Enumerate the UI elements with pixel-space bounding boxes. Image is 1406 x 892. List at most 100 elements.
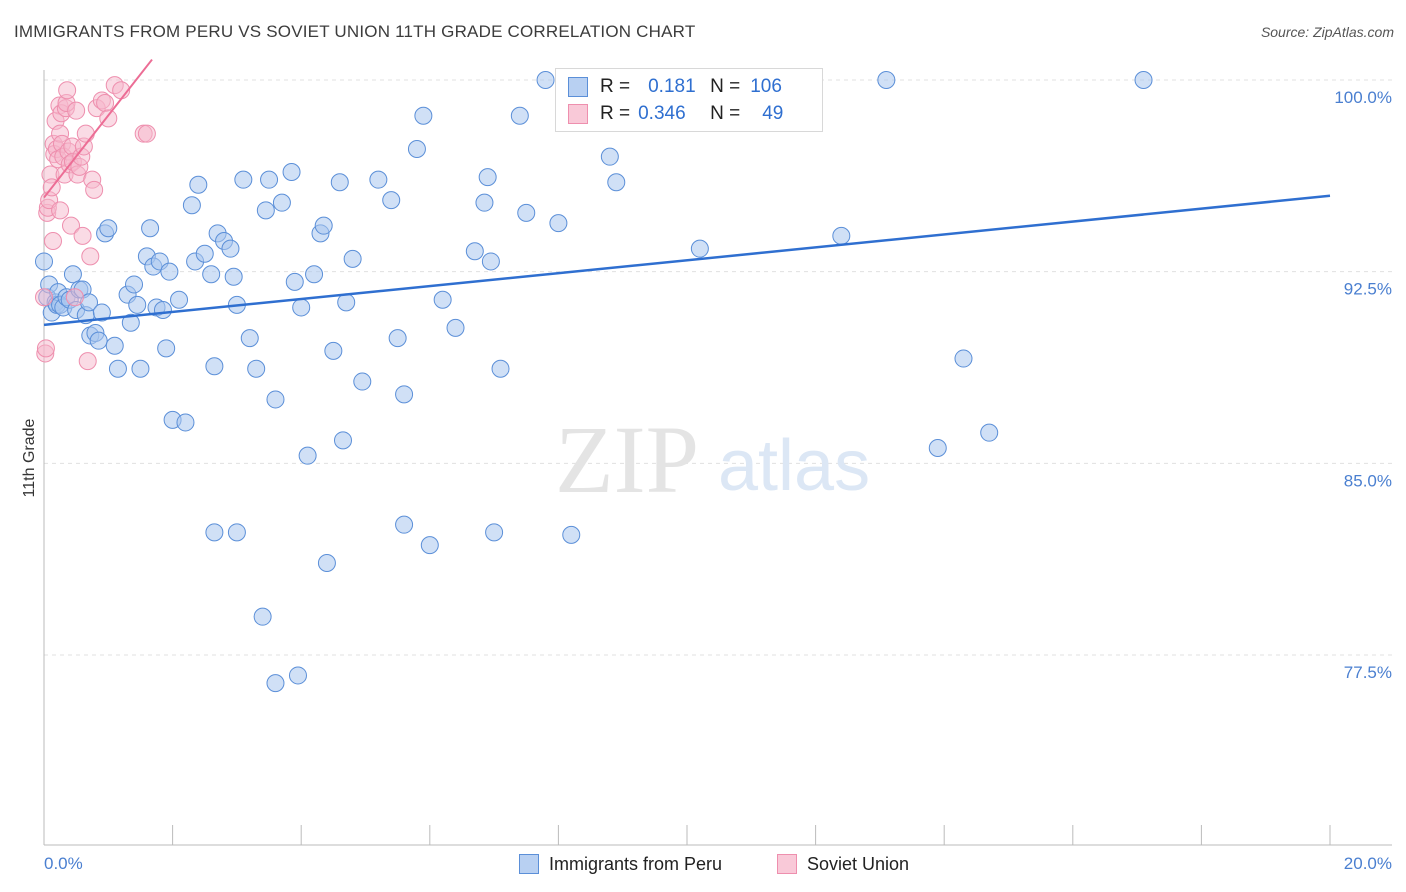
bottom-legend-swatch-blue bbox=[519, 854, 539, 874]
data-point-peru bbox=[195, 244, 214, 263]
data-point-peru bbox=[549, 214, 568, 233]
data-point-soviet bbox=[58, 81, 77, 100]
data-point-peru bbox=[388, 329, 407, 348]
axes bbox=[43, 70, 1392, 846]
data-point-peru bbox=[266, 390, 285, 409]
data-point-peru bbox=[247, 359, 266, 378]
data-point-peru bbox=[160, 262, 179, 281]
data-point-peru bbox=[266, 674, 285, 693]
legend-n-value: 106 bbox=[750, 76, 782, 97]
data-point-peru bbox=[330, 173, 349, 192]
data-point-peru bbox=[446, 318, 465, 337]
data-point-soviet bbox=[73, 226, 92, 245]
data-point-peru bbox=[314, 216, 333, 235]
source-label: Source: ZipAtlas.com bbox=[1260, 24, 1394, 40]
data-point-peru bbox=[481, 252, 500, 271]
data-point-peru bbox=[382, 191, 401, 210]
data-point-soviet bbox=[65, 288, 84, 307]
data-point-peru bbox=[176, 413, 195, 432]
y-tick-label: 92.5% bbox=[1344, 280, 1392, 299]
data-point-peru bbox=[298, 446, 317, 465]
data-point-peru bbox=[182, 196, 201, 215]
series-peru-points bbox=[35, 71, 1153, 693]
data-point-peru bbox=[420, 536, 439, 555]
y-axis-label: 11th Grade bbox=[21, 418, 38, 497]
data-point-peru bbox=[157, 339, 176, 358]
data-point-peru bbox=[485, 523, 504, 542]
legend-r-label: R = bbox=[600, 76, 631, 97]
data-point-peru bbox=[475, 193, 494, 212]
data-point-peru bbox=[353, 372, 372, 391]
data-point-soviet bbox=[81, 247, 100, 266]
data-point-soviet bbox=[62, 216, 81, 235]
data-point-peru bbox=[562, 525, 581, 544]
data-point-peru bbox=[240, 329, 259, 348]
data-point-peru bbox=[1134, 71, 1153, 89]
data-point-peru bbox=[465, 242, 484, 261]
data-point-peru bbox=[414, 106, 433, 125]
legend-r-value: 0.181 bbox=[648, 76, 696, 97]
legend-row-soviet: R = 0.346 N = 49 bbox=[568, 102, 783, 126]
data-point-peru bbox=[128, 295, 147, 314]
data-point-soviet bbox=[85, 180, 104, 199]
data-point-peru bbox=[234, 170, 253, 189]
data-point-peru bbox=[89, 331, 108, 350]
data-point-peru bbox=[433, 290, 452, 309]
data-point-peru bbox=[288, 666, 307, 685]
trend-line-peru bbox=[43, 194, 1331, 327]
data-point-peru bbox=[256, 201, 275, 220]
data-point-peru bbox=[205, 523, 224, 542]
data-point-peru bbox=[928, 439, 947, 457]
data-point-peru bbox=[980, 423, 999, 442]
data-point-peru bbox=[600, 147, 619, 166]
data-point-peru bbox=[170, 290, 189, 309]
data-point-peru bbox=[324, 341, 343, 360]
x-tick-label: 20.0% bbox=[1344, 854, 1392, 873]
legend-n-value: 49 bbox=[762, 103, 784, 124]
data-point-peru bbox=[205, 357, 224, 376]
data-point-soviet bbox=[76, 124, 95, 143]
legend: R = 0.181 N = 106 R = 0.346 N = 49 bbox=[555, 68, 823, 132]
data-point-peru bbox=[141, 219, 160, 238]
data-point-soviet bbox=[137, 124, 156, 143]
data-point-peru bbox=[227, 523, 246, 542]
bottom-legend-label: Immigrants from Peru bbox=[549, 853, 723, 874]
data-point-peru bbox=[491, 359, 510, 378]
data-point-peru bbox=[224, 267, 243, 286]
data-point-peru bbox=[285, 272, 304, 291]
data-point-peru bbox=[253, 607, 272, 626]
chart-title: IMMIGRANTS FROM PERU VS SOVIET UNION 11T… bbox=[14, 22, 696, 41]
data-point-peru bbox=[153, 301, 172, 319]
data-point-peru bbox=[202, 265, 221, 284]
data-point-peru bbox=[877, 71, 896, 89]
data-point-peru bbox=[121, 313, 140, 332]
data-point-peru bbox=[536, 71, 555, 89]
bottom-legend-label: Soviet Union bbox=[807, 853, 910, 874]
data-point-peru bbox=[35, 252, 53, 271]
tick-labels: 100.0% 92.5% 85.0% 77.5% 0.0% 20.0% bbox=[44, 88, 1392, 873]
data-point-peru bbox=[317, 554, 336, 572]
data-point-peru bbox=[63, 265, 82, 284]
data-point-soviet bbox=[36, 339, 55, 358]
legend-swatch-pink bbox=[568, 104, 588, 124]
legend-n-label: N = bbox=[710, 76, 741, 97]
legend-r-label: R = bbox=[600, 103, 631, 124]
data-point-peru bbox=[337, 293, 356, 312]
legend-swatch-blue bbox=[568, 77, 588, 97]
data-point-soviet bbox=[99, 109, 118, 128]
watermark-zip: ZIP bbox=[555, 406, 699, 513]
data-point-peru bbox=[131, 359, 150, 378]
data-point-peru bbox=[125, 275, 144, 294]
data-point-peru bbox=[99, 219, 118, 238]
trend-lines bbox=[43, 58, 1331, 327]
legend-r-value: 0.346 bbox=[638, 103, 686, 124]
data-point-peru bbox=[832, 226, 851, 245]
y-tick-label: 77.5% bbox=[1344, 663, 1392, 682]
data-point-peru bbox=[954, 349, 973, 368]
data-point-peru bbox=[105, 336, 124, 355]
data-point-peru bbox=[607, 173, 626, 192]
data-point-peru bbox=[690, 239, 709, 258]
data-point-peru bbox=[517, 203, 536, 222]
bottom-legend-peru: Immigrants from Peru bbox=[519, 852, 722, 876]
